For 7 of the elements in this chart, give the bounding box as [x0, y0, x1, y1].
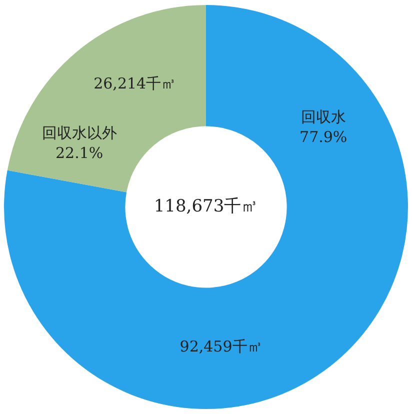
slice-label: 回収水以外 — [42, 124, 117, 142]
data-label: 26,214千㎥ — [94, 74, 176, 93]
text: 22.1% — [56, 144, 104, 162]
data-label: 92,459千㎥ — [180, 337, 262, 356]
text: 118,673千㎥ — [154, 196, 258, 216]
slice-label: 回収水 — [300, 108, 346, 126]
text: 77.9% — [300, 128, 348, 146]
